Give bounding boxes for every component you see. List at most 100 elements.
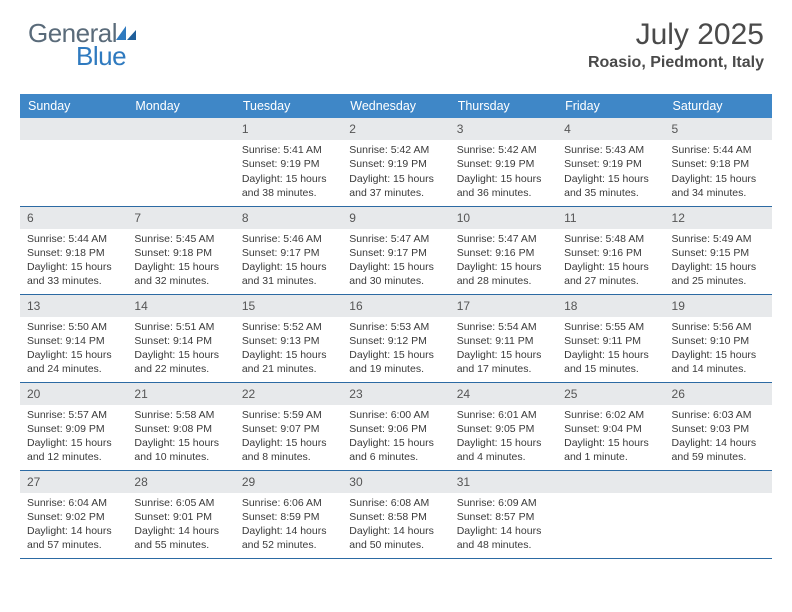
weekday-header: Wednesday [342, 94, 449, 118]
daylight-line: Daylight: 15 hours and 34 minutes. [672, 172, 765, 200]
sunset-line: Sunset: 9:07 PM [242, 422, 335, 436]
daylight-line: Daylight: 15 hours and 37 minutes. [349, 172, 442, 200]
sunrise-line: Sunrise: 6:02 AM [564, 408, 657, 422]
day-body: Sunrise: 5:59 AMSunset: 9:07 PMDaylight:… [235, 405, 342, 470]
calendar-day-cell: 23Sunrise: 6:00 AMSunset: 9:06 PMDayligh… [342, 382, 449, 470]
calendar-day-cell: 4Sunrise: 5:43 AMSunset: 9:19 PMDaylight… [557, 118, 664, 206]
calendar-day-cell: 19Sunrise: 5:56 AMSunset: 9:10 PMDayligh… [665, 294, 772, 382]
day-number: 25 [557, 383, 664, 405]
day-number: 31 [450, 471, 557, 493]
daylight-line: Daylight: 15 hours and 35 minutes. [564, 172, 657, 200]
day-body: Sunrise: 6:02 AMSunset: 9:04 PMDaylight:… [557, 405, 664, 470]
sunset-line: Sunset: 9:17 PM [349, 246, 442, 260]
daylight-line: Daylight: 15 hours and 4 minutes. [457, 436, 550, 464]
day-body: Sunrise: 6:03 AMSunset: 9:03 PMDaylight:… [665, 405, 772, 470]
day-number: 10 [450, 207, 557, 229]
daylight-line: Daylight: 15 hours and 10 minutes. [134, 436, 227, 464]
day-body: Sunrise: 5:49 AMSunset: 9:15 PMDaylight:… [665, 229, 772, 294]
sunrise-line: Sunrise: 6:04 AM [27, 496, 120, 510]
sunset-line: Sunset: 9:17 PM [242, 246, 335, 260]
sunrise-line: Sunrise: 5:54 AM [457, 320, 550, 334]
sunset-line: Sunset: 9:14 PM [27, 334, 120, 348]
sunset-line: Sunset: 9:19 PM [457, 157, 550, 171]
day-body: Sunrise: 5:44 AMSunset: 9:18 PMDaylight:… [20, 229, 127, 294]
calendar-week-row: 6Sunrise: 5:44 AMSunset: 9:18 PMDaylight… [20, 206, 772, 294]
sunrise-line: Sunrise: 5:44 AM [672, 143, 765, 157]
day-body: Sunrise: 5:46 AMSunset: 9:17 PMDaylight:… [235, 229, 342, 294]
sunrise-line: Sunrise: 6:05 AM [134, 496, 227, 510]
sunset-line: Sunset: 8:57 PM [457, 510, 550, 524]
sunset-line: Sunset: 9:14 PM [134, 334, 227, 348]
calendar-day-cell: 9Sunrise: 5:47 AMSunset: 9:17 PMDaylight… [342, 206, 449, 294]
sunrise-line: Sunrise: 6:09 AM [457, 496, 550, 510]
day-number: 22 [235, 383, 342, 405]
daylight-line: Daylight: 14 hours and 57 minutes. [27, 524, 120, 552]
sunrise-line: Sunrise: 5:59 AM [242, 408, 335, 422]
day-number: 5 [665, 118, 772, 140]
sunrise-line: Sunrise: 6:03 AM [672, 408, 765, 422]
sunrise-line: Sunrise: 5:42 AM [457, 143, 550, 157]
day-body: Sunrise: 6:06 AMSunset: 8:59 PMDaylight:… [235, 493, 342, 558]
logo: GeneralBlue [28, 18, 137, 80]
calendar-day-cell: 13Sunrise: 5:50 AMSunset: 9:14 PMDayligh… [20, 294, 127, 382]
day-number: 14 [127, 295, 234, 317]
calendar-day-cell: 2Sunrise: 5:42 AMSunset: 9:19 PMDaylight… [342, 118, 449, 206]
sunrise-line: Sunrise: 5:46 AM [242, 232, 335, 246]
day-number: 23 [342, 383, 449, 405]
sunset-line: Sunset: 9:11 PM [564, 334, 657, 348]
day-body: Sunrise: 6:04 AMSunset: 9:02 PMDaylight:… [20, 493, 127, 558]
location: Roasio, Piedmont, Italy [588, 54, 764, 72]
sunrise-line: Sunrise: 5:48 AM [564, 232, 657, 246]
sunrise-line: Sunrise: 5:49 AM [672, 232, 765, 246]
day-body: Sunrise: 5:56 AMSunset: 9:10 PMDaylight:… [665, 317, 772, 382]
day-body: Sunrise: 5:53 AMSunset: 9:12 PMDaylight:… [342, 317, 449, 382]
calendar-table: SundayMondayTuesdayWednesdayThursdayFrid… [20, 94, 772, 559]
calendar-empty-cell [557, 470, 664, 558]
sunrise-line: Sunrise: 5:52 AM [242, 320, 335, 334]
calendar-day-cell: 22Sunrise: 5:59 AMSunset: 9:07 PMDayligh… [235, 382, 342, 470]
daylight-line: Daylight: 15 hours and 32 minutes. [134, 260, 227, 288]
day-body: Sunrise: 6:08 AMSunset: 8:58 PMDaylight:… [342, 493, 449, 558]
weekday-header: Tuesday [235, 94, 342, 118]
daylight-line: Daylight: 15 hours and 22 minutes. [134, 348, 227, 376]
calendar-day-cell: 15Sunrise: 5:52 AMSunset: 9:13 PMDayligh… [235, 294, 342, 382]
sunset-line: Sunset: 9:18 PM [672, 157, 765, 171]
day-number: 16 [342, 295, 449, 317]
calendar-day-cell: 28Sunrise: 6:05 AMSunset: 9:01 PMDayligh… [127, 470, 234, 558]
calendar-day-cell: 8Sunrise: 5:46 AMSunset: 9:17 PMDaylight… [235, 206, 342, 294]
sunrise-line: Sunrise: 5:56 AM [672, 320, 765, 334]
day-body: Sunrise: 5:43 AMSunset: 9:19 PMDaylight:… [557, 140, 664, 205]
day-body: Sunrise: 5:52 AMSunset: 9:13 PMDaylight:… [235, 317, 342, 382]
sunset-line: Sunset: 9:18 PM [134, 246, 227, 260]
calendar-day-cell: 21Sunrise: 5:58 AMSunset: 9:08 PMDayligh… [127, 382, 234, 470]
day-number: 29 [235, 471, 342, 493]
day-number: 6 [20, 207, 127, 229]
sunset-line: Sunset: 9:16 PM [564, 246, 657, 260]
daylight-line: Daylight: 14 hours and 50 minutes. [349, 524, 442, 552]
daylight-line: Daylight: 15 hours and 8 minutes. [242, 436, 335, 464]
sunset-line: Sunset: 9:02 PM [27, 510, 120, 524]
day-number: 20 [20, 383, 127, 405]
day-body: Sunrise: 5:51 AMSunset: 9:14 PMDaylight:… [127, 317, 234, 382]
calendar-week-row: 1Sunrise: 5:41 AMSunset: 9:19 PMDaylight… [20, 118, 772, 206]
sunrise-line: Sunrise: 5:41 AM [242, 143, 335, 157]
day-number: 24 [450, 383, 557, 405]
calendar-week-row: 13Sunrise: 5:50 AMSunset: 9:14 PMDayligh… [20, 294, 772, 382]
calendar-day-cell: 1Sunrise: 5:41 AMSunset: 9:19 PMDaylight… [235, 118, 342, 206]
day-body: Sunrise: 5:55 AMSunset: 9:11 PMDaylight:… [557, 317, 664, 382]
sunset-line: Sunset: 9:04 PM [564, 422, 657, 436]
daylight-line: Daylight: 15 hours and 24 minutes. [27, 348, 120, 376]
sunrise-line: Sunrise: 5:53 AM [349, 320, 442, 334]
logo-text-blue: Blue [76, 41, 126, 71]
daylight-line: Daylight: 15 hours and 12 minutes. [27, 436, 120, 464]
sunset-line: Sunset: 9:10 PM [672, 334, 765, 348]
day-body: Sunrise: 5:50 AMSunset: 9:14 PMDaylight:… [20, 317, 127, 382]
sunrise-line: Sunrise: 5:47 AM [349, 232, 442, 246]
day-number: 26 [665, 383, 772, 405]
daylight-line: Daylight: 15 hours and 6 minutes. [349, 436, 442, 464]
calendar-empty-cell [20, 118, 127, 206]
calendar-empty-cell [665, 470, 772, 558]
calendar-day-cell: 25Sunrise: 6:02 AMSunset: 9:04 PMDayligh… [557, 382, 664, 470]
day-number: 11 [557, 207, 664, 229]
header: GeneralBlue July 2025 Roasio, Piedmont, … [0, 0, 792, 88]
